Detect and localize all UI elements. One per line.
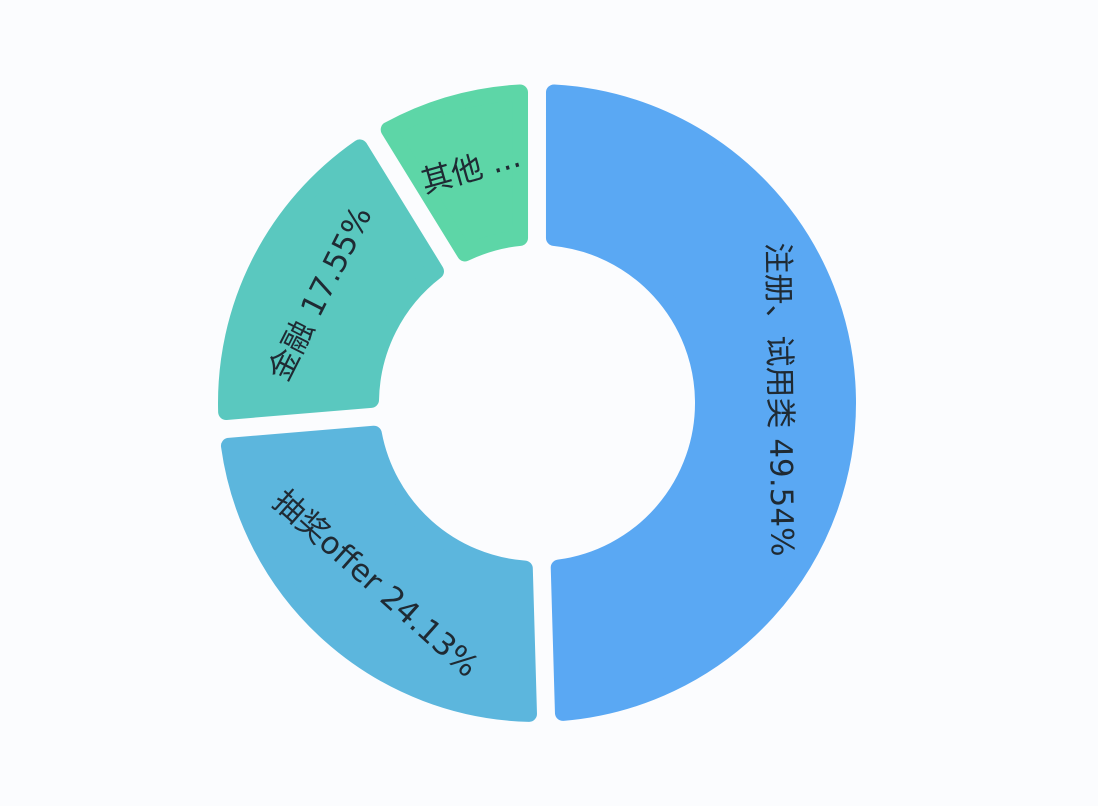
slice-1[interactable] xyxy=(220,425,537,722)
slice-3[interactable] xyxy=(380,84,529,262)
slice-2[interactable] xyxy=(218,139,445,420)
slice-label-0: 注册、试用类 49.54% xyxy=(759,242,800,557)
slice-0[interactable] xyxy=(545,84,856,721)
